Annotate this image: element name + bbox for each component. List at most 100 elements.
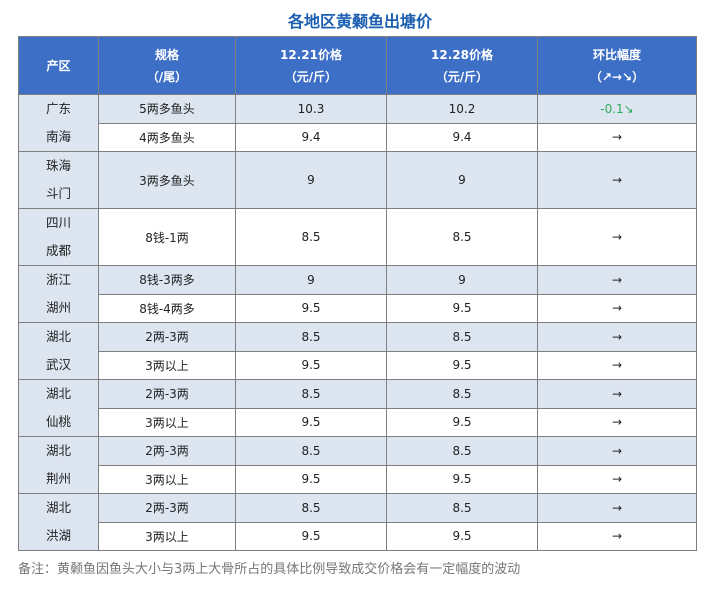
region-cell: 湖北 荆州 — [18, 436, 99, 494]
change-cell: → — [537, 521, 697, 551]
header-change: 环比幅度 （↗→↘） — [537, 36, 697, 95]
region-name-line1: 湖北 — [45, 500, 71, 515]
region-name-line1: 湖北 — [45, 386, 71, 401]
price-1221-cell: 9 — [235, 151, 387, 209]
region-name-line1: 湖北 — [45, 443, 71, 458]
change-cell: → — [537, 407, 697, 437]
region-cell: 浙江 湖州 — [18, 265, 99, 323]
header-price-1221: 12.21价格 （元/斤） — [235, 36, 387, 95]
price-1228-cell: 8.5 — [386, 322, 538, 352]
footnote: 备注：黄颡鱼因鱼头大小与3两上大骨所占的具体比例导致成交价格会有一定幅度的波动 — [18, 562, 521, 577]
region-name-line2: 湖州 — [45, 300, 71, 315]
table-row: 3两以上 9.5 9.5 → — [19, 407, 697, 437]
price-1221-cell: 8.5 — [235, 322, 387, 352]
table-row: 湖北 荆州 2两-3两 8.5 8.5 → — [18, 436, 697, 494]
table-row: 3两以上 9.5 9.5 → — [19, 350, 697, 380]
region-name-line1: 浙江 — [45, 272, 71, 287]
price-1221-cell: 8.5 — [235, 493, 387, 523]
region-name-line2: 荆州 — [45, 471, 71, 486]
spec-cell: 8钱-4两多 — [98, 293, 236, 323]
spec-cell: 8钱-3两多 — [98, 265, 236, 295]
change-cell: → — [537, 379, 697, 409]
header-price-1228: 12.28价格 （元/斤） — [386, 36, 538, 95]
price-1228-cell: 9.5 — [386, 464, 538, 494]
price-1228-cell: 8.5 — [386, 379, 538, 409]
spec-cell: 3两多鱼头 — [98, 151, 236, 209]
spec-cell: 5两多鱼头 — [98, 94, 236, 124]
region-name-line1: 湖北 — [45, 329, 71, 344]
table-row: 8钱-4两多 9.5 9.5 → — [19, 293, 697, 323]
spec-cell: 3两以上 — [98, 407, 236, 437]
spec-cell: 2两-3两 — [98, 436, 236, 466]
region-name-line2: 洪湖 — [45, 528, 71, 543]
spec-cell: 3两以上 — [98, 350, 236, 380]
table-row: 珠海 斗门 3两多鱼头 9 9 → — [18, 151, 697, 209]
price-table: 产区 规格 （/尾） 12.21价格 （元/斤） 12.28价格 （元/斤） 环比幅度… — [18, 36, 697, 551]
header-spec: 规格 （/尾） — [98, 36, 236, 95]
price-1221-cell: 9.4 — [235, 122, 387, 152]
price-1228-cell: 9.5 — [386, 293, 538, 323]
spec-cell: 2两-3两 — [98, 493, 236, 523]
spec-cell: 8钱-1两 — [98, 208, 236, 266]
change-cell: -0.1↘ — [537, 94, 697, 124]
table-row: 3两以上 9.5 9.5 → — [19, 521, 697, 551]
page-title: 各地区黄颡鱼出塘价 — [287, 12, 432, 31]
price-1221-cell: 9.5 — [235, 407, 387, 437]
change-cell: → — [537, 293, 697, 323]
table-row: 湖北 仙桃 2两-3两 8.5 8.5 → — [18, 379, 697, 437]
region-name-line2: 成都 — [45, 243, 71, 258]
change-cell: → — [537, 322, 697, 352]
price-1221-cell: 9.5 — [235, 464, 387, 494]
table-row: 4两多鱼头 9.4 9.4 → — [19, 122, 697, 152]
region-name-line1: 四川 — [45, 215, 71, 230]
region-cell: 珠海 斗门 — [18, 151, 99, 209]
region-cell: 湖北 仙桃 — [18, 379, 99, 437]
change-cell: → — [537, 493, 697, 523]
change-cell: → — [537, 265, 697, 295]
change-cell: → — [537, 350, 697, 380]
price-1221-cell: 9.5 — [235, 521, 387, 551]
price-1221-cell: 9 — [235, 265, 387, 295]
table-row: 湖北 武汉 2两-3两 8.5 8.5 → — [18, 322, 697, 380]
price-1228-cell: 8.5 — [386, 208, 538, 266]
price-1228-cell: 9.4 — [386, 122, 538, 152]
change-cell: → — [537, 122, 697, 152]
price-1228-cell: 9 — [386, 151, 538, 209]
region-name-line2: 斗门 — [45, 186, 71, 201]
region-name-line1: 广东 — [45, 101, 71, 116]
table-row: 广东 南海 5两多鱼头 10.3 10.2 -0.1↘ — [18, 94, 697, 152]
price-1228-cell: 8.5 — [386, 493, 538, 523]
change-cell: → — [537, 436, 697, 466]
price-1221-cell: 8.5 — [235, 379, 387, 409]
change-cell: → — [537, 464, 697, 494]
region-name-line1: 珠海 — [45, 158, 71, 173]
price-1221-cell: 9.5 — [235, 350, 387, 380]
table-row: 3两以上 9.5 9.5 → — [19, 464, 697, 494]
region-name-line2: 仙桃 — [45, 414, 71, 429]
price-1228-cell: 9.5 — [386, 521, 538, 551]
spec-cell: 4两多鱼头 — [98, 122, 236, 152]
price-1228-cell: 9.5 — [386, 407, 538, 437]
table-body: 广东 南海 5两多鱼头 10.3 10.2 -0.1↘ 4两多鱼头 9.4 9.4 → 珠海 斗门 3两… — [18, 94, 697, 551]
table-header-row: 产区 规格 （/尾） 12.21价格 （元/斤） 12.28价格 （元/斤） 环比幅度… — [18, 36, 697, 95]
change-cell: → — [537, 151, 697, 209]
region-cell: 湖北 武汉 — [18, 322, 99, 380]
price-1228-cell: 9 — [386, 265, 538, 295]
spec-cell: 2两-3两 — [98, 322, 236, 352]
spec-cell: 3两以上 — [98, 521, 236, 551]
price-1221-cell: 8.5 — [235, 436, 387, 466]
region-cell: 湖北 洪湖 — [18, 493, 99, 551]
table-row: 浙江 湖州 8钱-3两多 9 9 → — [18, 265, 697, 323]
price-1228-cell: 9.5 — [386, 350, 538, 380]
price-1221-cell: 9.5 — [235, 293, 387, 323]
price-1228-cell: 8.5 — [386, 436, 538, 466]
region-name-line2: 武汉 — [45, 357, 71, 372]
region-cell: 四川 成都 — [18, 208, 99, 266]
table-row: 四川 成都 8钱-1两 8.5 8.5 → — [18, 208, 697, 266]
price-1228-cell: 10.2 — [386, 94, 538, 124]
change-cell: → — [537, 208, 697, 266]
spec-cell: 2两-3两 — [98, 379, 236, 409]
price-1221-cell: 10.3 — [235, 94, 387, 124]
spec-cell: 3两以上 — [98, 464, 236, 494]
region-cell: 广东 南海 — [18, 94, 99, 152]
